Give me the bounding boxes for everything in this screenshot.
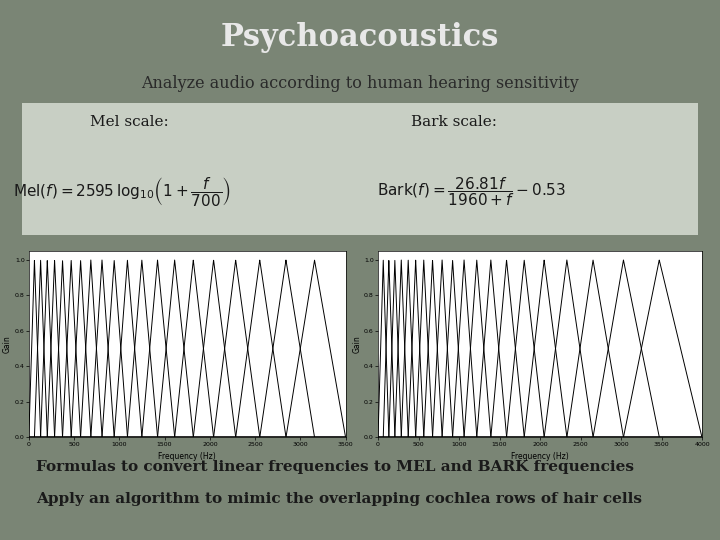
- Text: Apply an algorithm to mimic the overlapping cochlea rows of hair cells: Apply an algorithm to mimic the overlapp…: [36, 492, 642, 507]
- Bar: [22, 103, 698, 235]
- X-axis label: Frequency (Hz): Frequency (Hz): [158, 452, 216, 461]
- Text: Psychoacoustics: Psychoacoustics: [221, 22, 499, 53]
- Text: Formulas to convert linear frequencies to MEL and BARK frequencies: Formulas to convert linear frequencies t…: [36, 460, 634, 474]
- Y-axis label: Gain: Gain: [3, 335, 12, 353]
- Text: $\mathrm{Bark}(f) = \dfrac{26.81f}{1960+f} - 0.53$: $\mathrm{Bark}(f) = \dfrac{26.81f}{1960+…: [377, 176, 566, 208]
- Text: Bark scale:: Bark scale:: [410, 114, 497, 129]
- Text: Analyze audio according to human hearing sensitivity: Analyze audio according to human hearing…: [141, 75, 579, 92]
- Text: $\mathrm{Mel}(f) = 2595\,\log_{10}\!\left(1+\dfrac{f}{700}\right)$: $\mathrm{Mel}(f) = 2595\,\log_{10}\!\lef…: [14, 175, 231, 208]
- X-axis label: Frequency (Hz): Frequency (Hz): [511, 452, 569, 461]
- Text: Mel scale:: Mel scale:: [90, 114, 169, 129]
- Y-axis label: Gain: Gain: [352, 335, 361, 353]
